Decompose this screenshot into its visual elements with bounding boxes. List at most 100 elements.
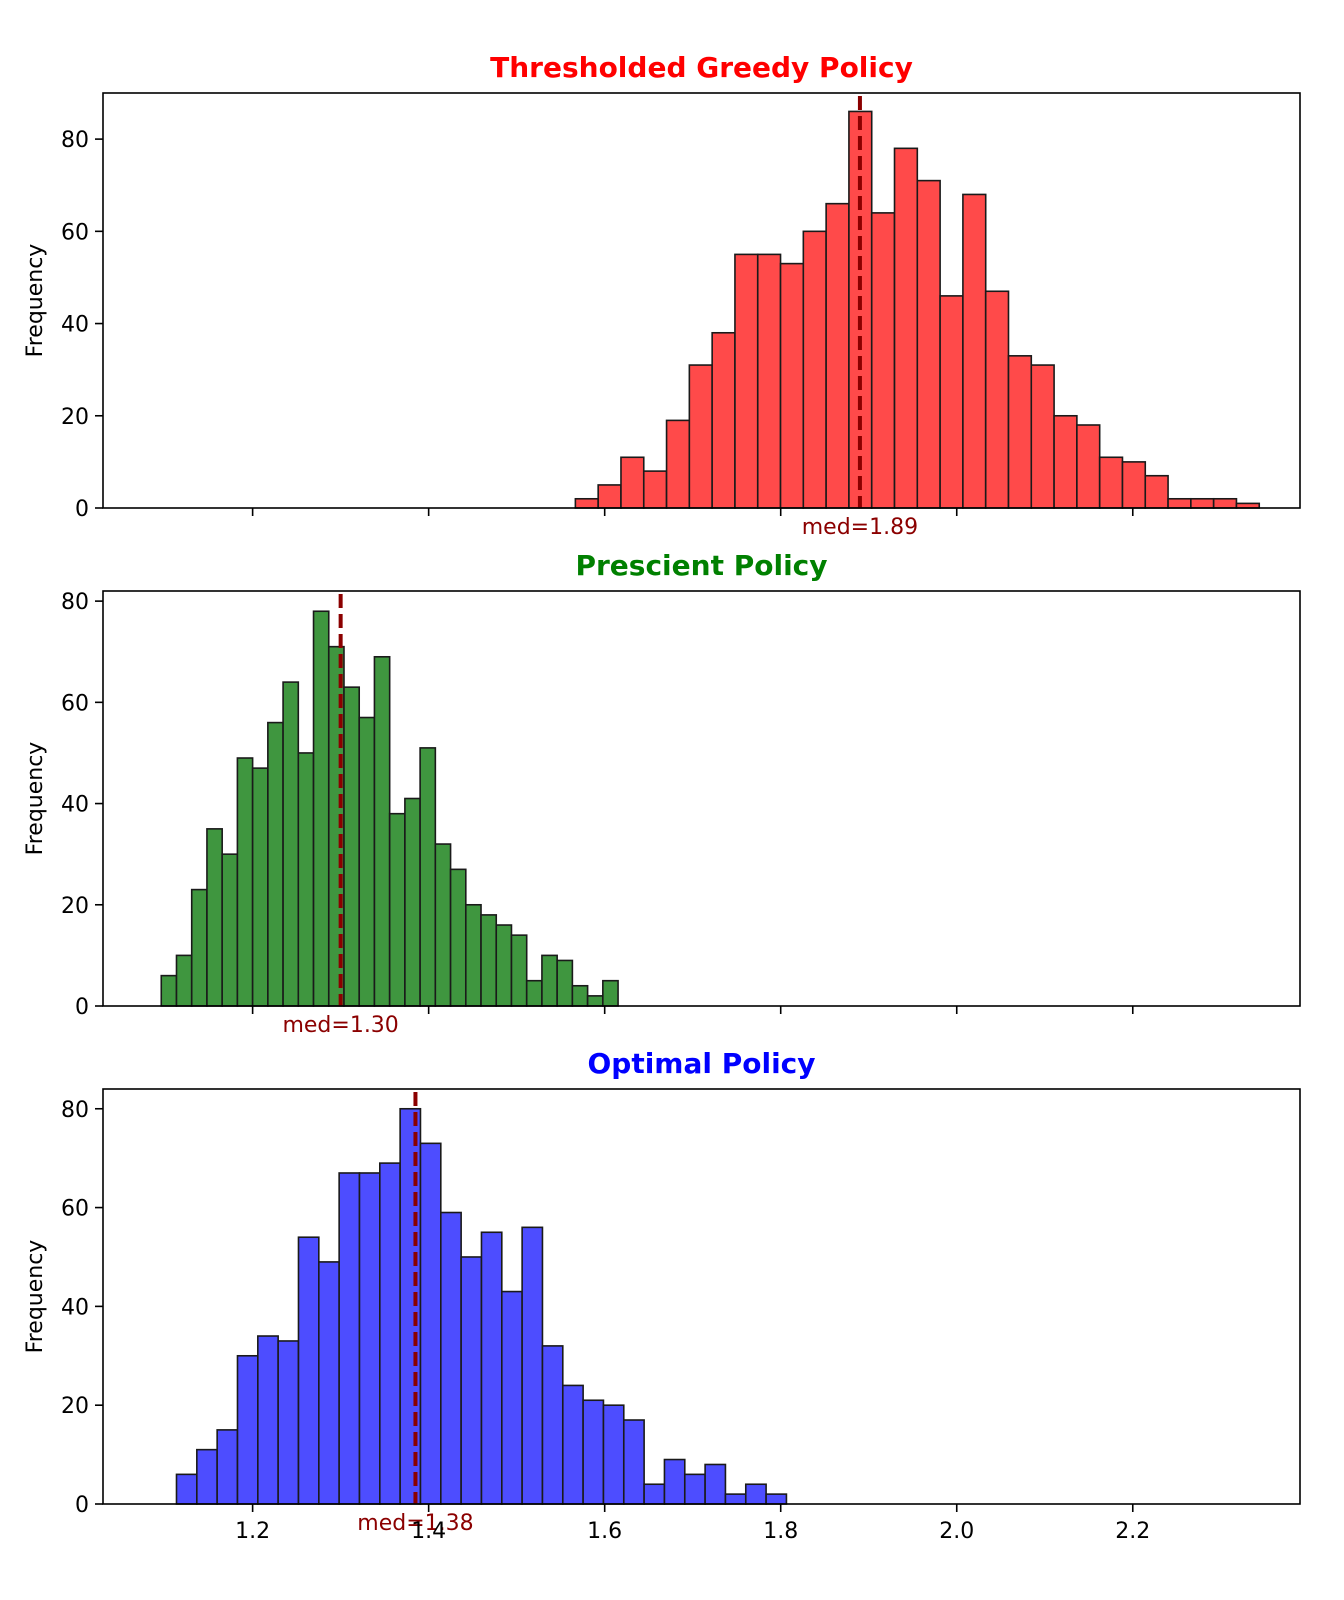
histogram-bar: [419, 1142, 442, 1505]
histogram-bar: [541, 1345, 564, 1505]
histogram-bar: [620, 456, 645, 509]
y-tick-label: 20: [61, 894, 89, 919]
histogram-bar: [541, 954, 558, 1007]
histogram-bar: [297, 1236, 320, 1505]
histogram-bar: [962, 193, 987, 509]
histogram-bar: [1190, 497, 1215, 509]
x-tick-label: 2.0: [939, 1519, 974, 1544]
histogram-bar: [312, 610, 330, 1007]
histogram-bar: [1098, 456, 1124, 509]
histogram-bar: [236, 1354, 259, 1505]
histogram-bar: [916, 179, 941, 509]
histogram-bar: [277, 1340, 300, 1505]
histogram-bar: [500, 1290, 523, 1505]
histogram-bar: [665, 419, 691, 509]
histogram-bar: [282, 681, 300, 1007]
histogram-bar: [495, 924, 513, 1007]
histogram-bar: [388, 812, 406, 1007]
histogram-bar: [1212, 497, 1238, 509]
chart-title: Thresholded Greedy Policy: [490, 51, 913, 84]
histogram-bar: [480, 914, 498, 1007]
histogram-bar: [602, 1404, 625, 1505]
y-tick-label: 80: [61, 590, 89, 615]
histogram-bar: [525, 979, 543, 1007]
x-tick-label: 2.2: [1115, 1519, 1150, 1544]
histogram-bar: [1121, 461, 1147, 509]
histogram-bar: [704, 1463, 727, 1505]
y-tick-label: 60: [61, 220, 89, 245]
histogram-bar: [480, 1231, 503, 1505]
median-label: med=1.38: [357, 1511, 473, 1536]
plot-frame: [102, 590, 1301, 1007]
histogram-bar: [464, 903, 482, 1007]
y-tick-label: 80: [61, 128, 89, 153]
histogram-bar: [571, 984, 589, 1007]
y-axis-label: Frequency: [23, 1240, 48, 1354]
histogram-bar: [779, 262, 805, 509]
histogram-bar: [825, 202, 850, 509]
histogram-bar: [440, 1211, 462, 1505]
chart-panel-optimal-policy: Optimal Policy med=1.38 0 20 40 60 80 1.2 1.4 1.6…: [23, 1047, 1301, 1544]
histogram-bar: [939, 295, 964, 509]
histogram-bar: [756, 253, 782, 509]
y-tick-label: 0: [75, 497, 89, 522]
histogram-bar: [267, 721, 284, 1007]
histogram-bar: [688, 364, 713, 509]
histogram-bar: [643, 1483, 666, 1505]
histogram-bar: [1007, 355, 1033, 509]
histogram-bar: [642, 470, 668, 509]
histogram-bar: [893, 147, 919, 509]
y-axis-label: Frequency: [23, 244, 48, 358]
histogram-bar: [404, 797, 421, 1007]
median-label: med=1.30: [282, 1013, 398, 1038]
histogram-bar: [343, 686, 361, 1007]
histogram-bar: [175, 954, 193, 1007]
histogram-bar: [734, 253, 759, 509]
x-tick-label: 1.4: [411, 1519, 446, 1544]
histogram-bar: [160, 974, 178, 1007]
histogram-bar: [373, 655, 391, 1007]
x-tick-label: 1.6: [587, 1519, 622, 1544]
histogram-bar: [434, 843, 452, 1007]
histogram-bar: [221, 853, 239, 1007]
histogram-bar: [251, 767, 269, 1007]
histogram-bar: [358, 1172, 381, 1505]
histogram-bar: [1053, 414, 1078, 509]
histogram-bar: [460, 1256, 483, 1505]
histogram-bar: [318, 1261, 340, 1505]
y-tick-label: 60: [61, 1197, 89, 1222]
y-axis-label: Frequency: [23, 742, 48, 856]
y-tick-label: 40: [61, 1295, 89, 1320]
histogram-bar: [338, 1172, 361, 1505]
histogram-bar: [257, 1335, 279, 1505]
x-tick-label: 1.8: [763, 1519, 798, 1544]
histogram-bar: [216, 1429, 239, 1505]
histogram-bar: [597, 484, 622, 509]
histogram-bar: [297, 752, 315, 1007]
histogram-bar: [683, 1473, 706, 1505]
chart-panel-thresholded-greedy-policy: Thresholded Greedy Policy med=1.89 0 20 40 60…: [23, 51, 1301, 540]
histogram-bar: [175, 1473, 198, 1505]
histogram-bar: [802, 230, 827, 509]
histogram-bar: [1144, 474, 1169, 509]
histogram-bar: [663, 1458, 686, 1505]
histogram-bar: [510, 934, 528, 1007]
y-tick-label: 40: [61, 313, 89, 338]
histogram-bar: [561, 1384, 584, 1505]
y-tick-label: 40: [61, 793, 89, 818]
histogram-bar: [196, 1448, 218, 1505]
y-tick-label: 20: [61, 405, 89, 430]
chart-title: Optimal Policy: [587, 1047, 815, 1080]
histogram-bar: [1030, 364, 1055, 509]
histogram-bar: [586, 995, 604, 1007]
histogram-bar: [1076, 424, 1101, 509]
median-label: med=1.89: [802, 515, 918, 540]
histogram-bar: [574, 497, 599, 509]
y-tick-label: 0: [75, 1493, 89, 1518]
histogram-bar: [582, 1399, 605, 1505]
x-tick-label: 1.2: [235, 1519, 270, 1544]
y-tick-label: 0: [75, 995, 89, 1020]
histogram-bar: [358, 716, 376, 1007]
histogram-bar: [765, 1493, 788, 1505]
